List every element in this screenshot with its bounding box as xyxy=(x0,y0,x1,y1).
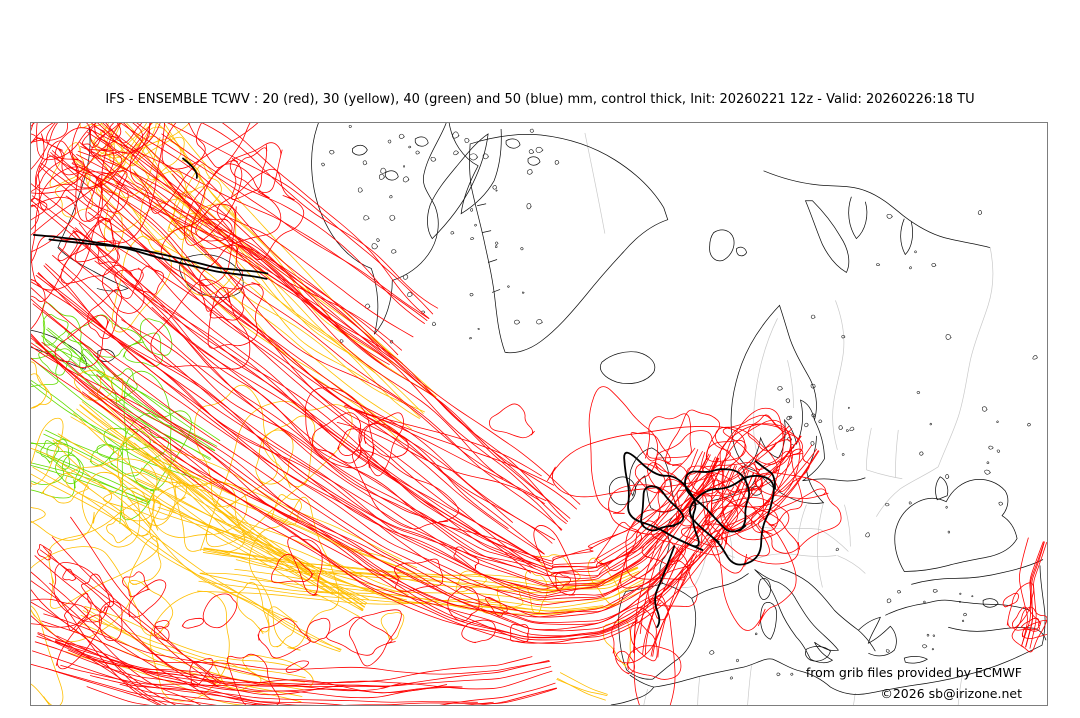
control-contour xyxy=(32,157,776,628)
country-borders xyxy=(584,132,994,705)
attribution-copyright: ©2026 sb@irizone.net xyxy=(880,686,1022,701)
coast-greece xyxy=(858,616,897,657)
coast-iceland xyxy=(600,351,656,385)
lake-island-speckles xyxy=(321,125,1038,680)
coastlines xyxy=(31,123,1047,705)
coast-russia-north xyxy=(763,170,991,248)
map-svg xyxy=(31,123,1047,705)
ensemble-contours xyxy=(31,123,1047,705)
coast-black-sea xyxy=(894,478,1018,572)
coast-hudson-bay xyxy=(311,123,447,335)
chart-title: IFS - ENSEMBLE TCWV : 20 (red), 30 (yell… xyxy=(105,92,975,107)
attribution-source: from grib files provided by ECMWF xyxy=(805,665,1022,680)
coast-italy xyxy=(754,569,840,664)
coast-ungava xyxy=(448,123,502,215)
coast-balkans xyxy=(780,568,876,652)
coast-svalbard xyxy=(709,229,735,262)
coast-north-africa xyxy=(653,565,1046,695)
coast-greenland xyxy=(469,134,669,354)
coast-ireland xyxy=(609,476,637,506)
coast-novaya-zemlya xyxy=(804,200,850,274)
map-panel: from grib files provided by ECMWF ©2026 … xyxy=(30,122,1048,706)
coast-baffin xyxy=(427,133,489,240)
